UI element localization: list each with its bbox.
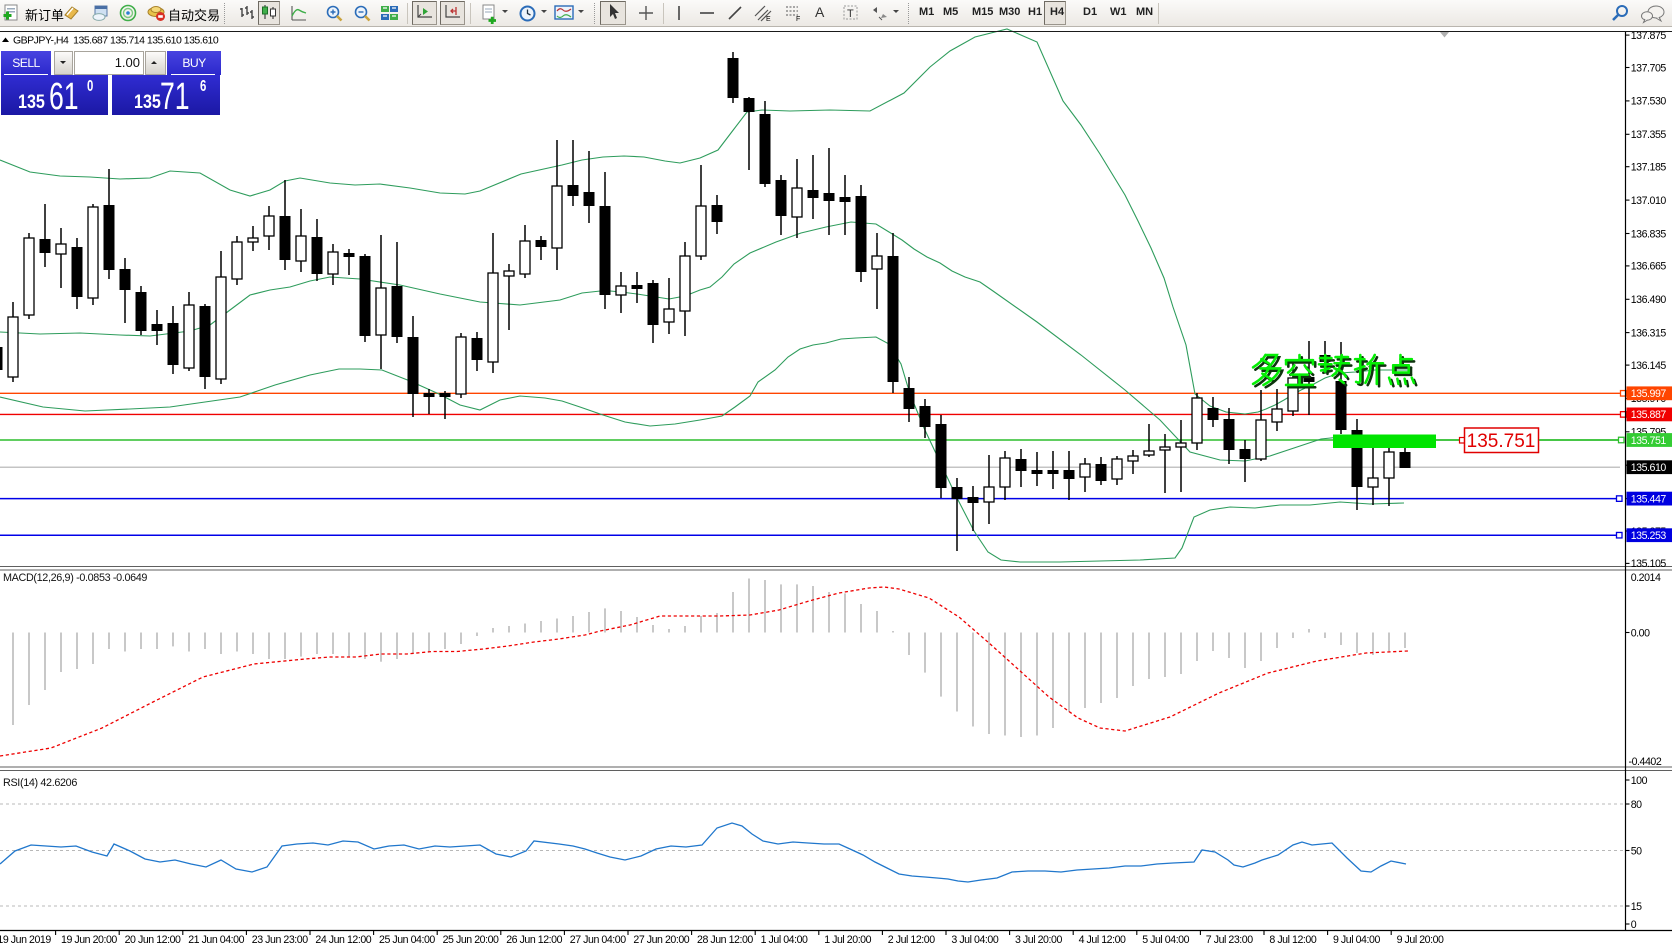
svg-text:136.315: 136.315 bbox=[1631, 327, 1667, 339]
svg-text:RSI(14) 42.6206: RSI(14) 42.6206 bbox=[3, 777, 77, 789]
svg-text:21 Jun 04:00: 21 Jun 04:00 bbox=[188, 934, 244, 946]
svg-text:F: F bbox=[796, 16, 800, 22]
svg-text:23 Jun 23:00: 23 Jun 23:00 bbox=[252, 934, 308, 946]
svg-text:135.105: 135.105 bbox=[1631, 558, 1667, 570]
svg-text:28 Jun 12:00: 28 Jun 12:00 bbox=[697, 934, 753, 946]
svg-text:27 Jun 04:00: 27 Jun 04:00 bbox=[570, 934, 626, 946]
svg-text:80: 80 bbox=[1631, 799, 1642, 811]
svg-text:1 Jul 20:00: 1 Jul 20:00 bbox=[824, 934, 871, 946]
svg-text:25 Jun 20:00: 25 Jun 20:00 bbox=[443, 934, 499, 946]
svg-text:26 Jun 12:00: 26 Jun 12:00 bbox=[506, 934, 562, 946]
svg-text:4 Jul 12:00: 4 Jul 12:00 bbox=[1079, 934, 1126, 946]
svg-text:136.490: 136.490 bbox=[1631, 294, 1667, 306]
svg-text:137.530: 137.530 bbox=[1631, 96, 1667, 108]
svg-text:2 Jul 12:00: 2 Jul 12:00 bbox=[888, 934, 935, 946]
svg-text:135.997: 135.997 bbox=[1631, 388, 1667, 400]
svg-text:19 Jun 20:00: 19 Jun 20:00 bbox=[61, 934, 117, 946]
svg-text:T: T bbox=[847, 8, 854, 20]
svg-text:135.887: 135.887 bbox=[1631, 409, 1667, 421]
svg-text:137.355: 137.355 bbox=[1631, 129, 1667, 141]
svg-text:3 Jul 20:00: 3 Jul 20:00 bbox=[1015, 934, 1062, 946]
svg-text:135.751: 135.751 bbox=[1631, 435, 1667, 447]
svg-text:27 Jun 20:00: 27 Jun 20:00 bbox=[633, 934, 689, 946]
svg-text:25 Jun 04:00: 25 Jun 04:00 bbox=[379, 934, 435, 946]
svg-text:137.185: 137.185 bbox=[1631, 162, 1667, 174]
svg-text:0.00: 0.00 bbox=[1631, 627, 1650, 639]
svg-text:7 Jul 23:00: 7 Jul 23:00 bbox=[1206, 934, 1253, 946]
svg-text:5 Jul 04:00: 5 Jul 04:00 bbox=[1142, 934, 1189, 946]
svg-text:19 Jun 2019: 19 Jun 2019 bbox=[0, 934, 51, 946]
svg-text:137.705: 137.705 bbox=[1631, 62, 1667, 74]
svg-text:137.010: 137.010 bbox=[1631, 195, 1667, 207]
svg-text:0: 0 bbox=[1631, 919, 1637, 931]
svg-text:0.2014: 0.2014 bbox=[1631, 572, 1661, 584]
svg-text:50: 50 bbox=[1631, 845, 1642, 857]
svg-text:135.253: 135.253 bbox=[1631, 530, 1667, 542]
svg-text:8 Jul 12:00: 8 Jul 12:00 bbox=[1269, 934, 1316, 946]
svg-text:-0.4402: -0.4402 bbox=[1629, 756, 1662, 768]
svg-text:100: 100 bbox=[1631, 775, 1648, 787]
svg-text:3 Jul 04:00: 3 Jul 04:00 bbox=[951, 934, 998, 946]
svg-text:135.447: 135.447 bbox=[1631, 493, 1667, 505]
svg-text:MACD(12,26,9) -0.0853 -0.0649: MACD(12,26,9) -0.0853 -0.0649 bbox=[3, 572, 147, 584]
svg-text:9 Jul 04:00: 9 Jul 04:00 bbox=[1333, 934, 1380, 946]
svg-text:9 Jul 20:00: 9 Jul 20:00 bbox=[1397, 934, 1444, 946]
svg-text:135.610: 135.610 bbox=[1631, 462, 1667, 474]
svg-text:15: 15 bbox=[1631, 901, 1642, 913]
svg-text:E: E bbox=[766, 16, 771, 22]
svg-text:GBPJPY-,H4 135.687 135.714 13: GBPJPY-,H4 135.687 135.714 135.610 135.6… bbox=[13, 35, 219, 47]
svg-text:20 Jun 12:00: 20 Jun 12:00 bbox=[125, 934, 181, 946]
svg-text:136.145: 136.145 bbox=[1631, 360, 1667, 372]
svg-text:24 Jun 12:00: 24 Jun 12:00 bbox=[315, 934, 371, 946]
svg-text:137.875: 137.875 bbox=[1631, 30, 1667, 42]
svg-text:135.751: 135.751 bbox=[1467, 431, 1536, 452]
svg-text:136.835: 136.835 bbox=[1631, 228, 1667, 240]
svg-text:136.665: 136.665 bbox=[1631, 261, 1667, 273]
svg-text:1 Jul 04:00: 1 Jul 04:00 bbox=[761, 934, 808, 946]
